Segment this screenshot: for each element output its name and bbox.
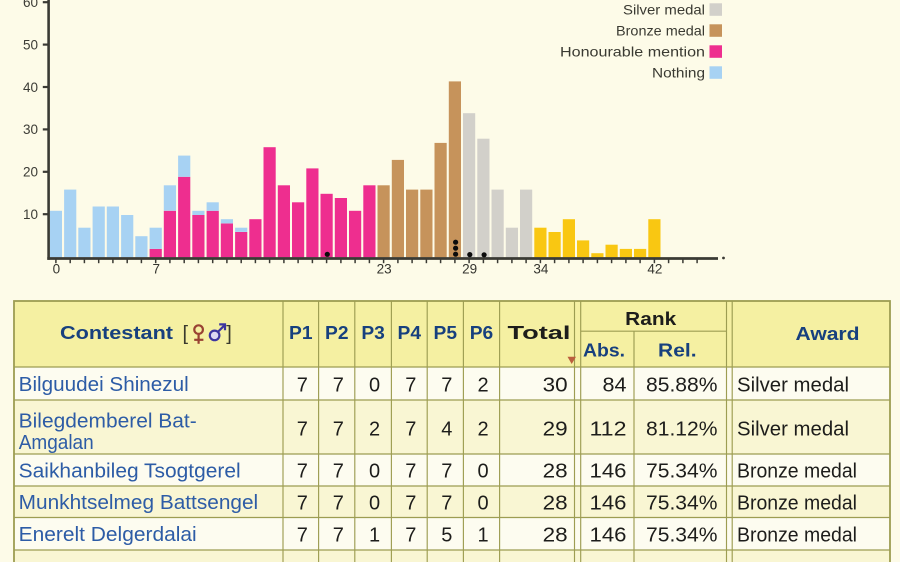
svg-text:112: 112 [590,418,627,440]
svg-text:P2: P2 [325,323,349,343]
svg-text:7: 7 [333,525,344,547]
svg-text:30: 30 [23,122,38,137]
svg-text:Silver medal: Silver medal [737,374,849,396]
svg-text:2: 2 [477,418,488,440]
svg-text:5: 5 [441,525,452,547]
svg-text:28: 28 [543,525,568,547]
svg-text:7: 7 [333,418,344,440]
svg-text:Enerelt Delgerdalai: Enerelt Delgerdalai [19,524,197,546]
svg-text:Silver medal: Silver medal [737,418,849,440]
svg-text:29: 29 [543,418,568,440]
svg-text:Saikhanbileg Tsogtgerel: Saikhanbileg Tsogtgerel [19,460,241,482]
svg-text:P1: P1 [289,323,313,343]
svg-text:23: 23 [377,262,392,277]
svg-text:Rel.: Rel. [658,340,697,360]
svg-text:7: 7 [405,525,416,547]
svg-text:4: 4 [441,418,452,440]
svg-text:146: 146 [590,492,627,514]
svg-text:7: 7 [297,461,308,483]
svg-text:7: 7 [297,374,308,396]
svg-text:]: ] [226,323,232,345]
svg-text:146: 146 [590,525,627,547]
svg-text:7: 7 [333,492,344,514]
svg-text:20: 20 [23,165,38,180]
svg-text:28: 28 [543,461,568,483]
svg-text:P3: P3 [361,323,385,343]
svg-text:Silver medal: Silver medal [623,1,705,17]
svg-text:Bilguudei Shinezul: Bilguudei Shinezul [19,374,189,396]
svg-text:Honourable mention: Honourable mention [560,43,705,59]
svg-text:75.34%: 75.34% [646,492,718,514]
svg-text:7: 7 [441,374,452,396]
svg-text:Bronze medal: Bronze medal [616,22,705,38]
svg-text:7: 7 [405,418,416,440]
svg-text:Bilegdemberel Bat-: Bilegdemberel Bat- [19,411,197,433]
svg-text:7: 7 [405,374,416,396]
svg-text:7: 7 [405,461,416,483]
svg-text:0: 0 [369,374,380,396]
svg-text:Bronze medal: Bronze medal [737,525,857,547]
svg-text:0: 0 [369,492,380,514]
svg-text:P6: P6 [470,323,494,343]
svg-text:10: 10 [23,207,38,222]
svg-text:0: 0 [369,461,380,483]
svg-text:Amgalan: Amgalan [19,432,94,454]
svg-text:Bronze medal: Bronze medal [737,492,857,514]
svg-text:Munkhtselmeg Battsengel: Munkhtselmeg Battsengel [19,492,258,514]
svg-text:Rank: Rank [625,309,677,329]
svg-text:29: 29 [462,262,477,277]
svg-text:Total: Total [508,323,571,343]
svg-text:7: 7 [333,461,344,483]
svg-text:2: 2 [477,374,488,396]
svg-text:85.88%: 85.88% [646,374,718,396]
svg-text:Bronze medal: Bronze medal [737,461,857,483]
svg-text:Contestant: Contestant [60,323,173,343]
svg-text:146: 146 [590,461,627,483]
svg-text:7: 7 [297,525,308,547]
svg-text:7: 7 [333,374,344,396]
svg-text:7: 7 [297,492,308,514]
svg-text:0: 0 [477,492,488,514]
svg-text:Abs.: Abs. [583,340,625,360]
svg-text:1: 1 [369,525,380,547]
svg-text:84: 84 [603,374,627,396]
svg-text:75.34%: 75.34% [646,525,718,547]
svg-text:60: 60 [23,0,38,10]
svg-text:7: 7 [441,492,452,514]
svg-text:28: 28 [543,492,568,514]
svg-text:P5: P5 [434,323,458,343]
svg-text:7: 7 [152,262,160,277]
svg-text:7: 7 [297,418,308,440]
svg-text:Award: Award [796,324,860,344]
svg-text:7: 7 [441,461,452,483]
svg-text:1: 1 [477,525,488,547]
svg-text:[: [ [183,323,189,345]
svg-text:34: 34 [533,262,549,277]
svg-text:Nothing: Nothing [652,64,705,80]
svg-text:0: 0 [477,461,488,483]
svg-text:30: 30 [543,374,568,396]
svg-text:50: 50 [23,37,38,52]
svg-text:75.34%: 75.34% [646,461,718,483]
svg-text:81.12%: 81.12% [646,418,718,440]
svg-text:P4: P4 [398,323,422,343]
svg-text:7: 7 [405,492,416,514]
svg-text:40: 40 [23,80,38,95]
svg-text:0: 0 [53,262,61,277]
svg-text:42: 42 [647,262,662,277]
svg-text:2: 2 [369,418,380,440]
